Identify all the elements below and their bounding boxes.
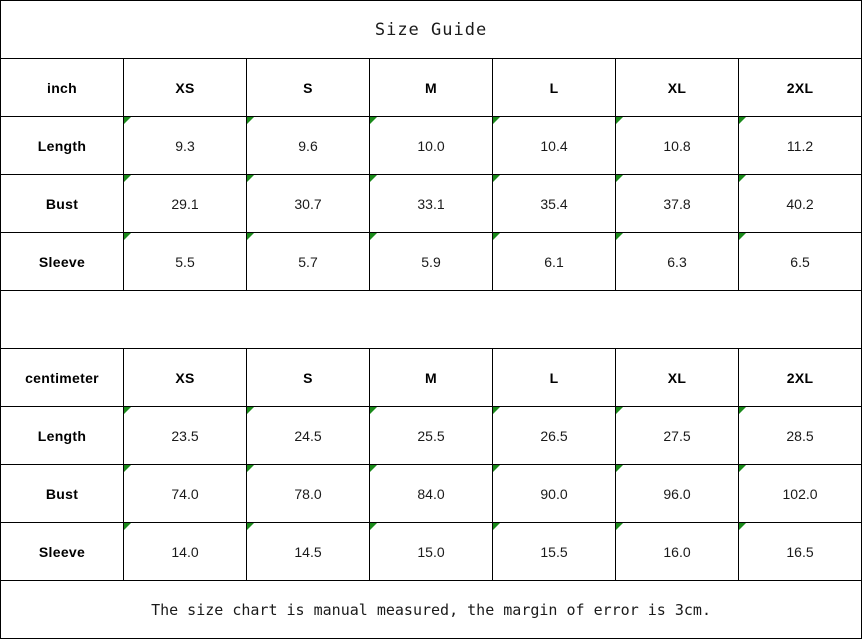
table-row: Bust 29.1 30.7 33.1 35.4 37.8 40.2 <box>0 174 862 233</box>
cm-sleeve-2xl: 16.5 <box>737 522 862 581</box>
cm-length-s: 24.5 <box>246 406 370 465</box>
cm-sleeve-s: 14.5 <box>246 522 370 581</box>
inch-row-label-sleeve: Sleeve <box>0 232 124 291</box>
measurement-disclaimer: The size chart is manual measured, the m… <box>0 580 862 639</box>
inch-header-2xl: 2XL <box>737 58 862 117</box>
inch-bust-xl: 37.8 <box>615 174 739 233</box>
cm-header-xs: XS <box>123 348 247 407</box>
inch-header-l: L <box>492 58 616 117</box>
cm-bust-l: 90.0 <box>492 464 616 523</box>
cm-length-2xl: 28.5 <box>737 406 862 465</box>
table-row: Sleeve 5.5 5.7 5.9 6.1 6.3 6.5 <box>0 232 862 291</box>
inch-length-s: 9.6 <box>246 116 370 175</box>
cm-header-2xl: 2XL <box>737 348 862 407</box>
inch-header-xl: XL <box>615 58 739 117</box>
cm-length-l: 26.5 <box>492 406 616 465</box>
cm-row-label-sleeve: Sleeve <box>0 522 124 581</box>
table-spacer-cell <box>0 290 862 349</box>
cm-length-m: 25.5 <box>369 406 493 465</box>
table-row: Length 9.3 9.6 10.0 10.4 10.8 11.2 <box>0 116 862 175</box>
page-title: Size Guide <box>0 0 862 59</box>
inch-length-m: 10.0 <box>369 116 493 175</box>
inch-sleeve-xs: 5.5 <box>123 232 247 291</box>
inch-sleeve-s: 5.7 <box>246 232 370 291</box>
inch-row-label-length: Length <box>0 116 124 175</box>
centimeter-header-row: centimeter XS S M L XL 2XL <box>0 348 862 407</box>
cm-length-xs: 23.5 <box>123 406 247 465</box>
inch-row-label-bust: Bust <box>0 174 124 233</box>
table-row: Length 23.5 24.5 25.5 26.5 27.5 28.5 <box>0 406 862 465</box>
table-row: Bust 74.0 78.0 84.0 90.0 96.0 102.0 <box>0 464 862 523</box>
inch-bust-s: 30.7 <box>246 174 370 233</box>
cm-bust-xs: 74.0 <box>123 464 247 523</box>
inch-header-m: M <box>369 58 493 117</box>
table-spacer-row <box>0 290 862 349</box>
inch-length-xs: 9.3 <box>123 116 247 175</box>
cm-bust-2xl: 102.0 <box>737 464 862 523</box>
inch-length-xl: 10.8 <box>615 116 739 175</box>
inch-header-xs: XS <box>123 58 247 117</box>
inch-header-s: S <box>246 58 370 117</box>
cm-bust-m: 84.0 <box>369 464 493 523</box>
table-row: Sleeve 14.0 14.5 15.0 15.5 16.0 16.5 <box>0 522 862 581</box>
cm-header-s: S <box>246 348 370 407</box>
cm-sleeve-xs: 14.0 <box>123 522 247 581</box>
cm-length-xl: 27.5 <box>615 406 739 465</box>
inch-sleeve-m: 5.9 <box>369 232 493 291</box>
cm-header-l: L <box>492 348 616 407</box>
inch-bust-l: 35.4 <box>492 174 616 233</box>
inch-sleeve-2xl: 6.5 <box>737 232 862 291</box>
cm-row-label-bust: Bust <box>0 464 124 523</box>
title-row: Size Guide <box>0 0 862 59</box>
inch-header-row: inch XS S M L XL 2XL <box>0 58 862 117</box>
cm-bust-s: 78.0 <box>246 464 370 523</box>
cm-sleeve-xl: 16.0 <box>615 522 739 581</box>
inch-sleeve-xl: 6.3 <box>615 232 739 291</box>
cm-header-m: M <box>369 348 493 407</box>
cm-header-xl: XL <box>615 348 739 407</box>
cm-sleeve-l: 15.5 <box>492 522 616 581</box>
inch-sleeve-l: 6.1 <box>492 232 616 291</box>
inch-length-l: 10.4 <box>492 116 616 175</box>
cm-bust-xl: 96.0 <box>615 464 739 523</box>
inch-unit-header: inch <box>0 58 124 117</box>
inch-bust-m: 33.1 <box>369 174 493 233</box>
footer-row: The size chart is manual measured, the m… <box>0 580 862 639</box>
inch-bust-2xl: 40.2 <box>737 174 862 233</box>
cm-sleeve-m: 15.0 <box>369 522 493 581</box>
cm-row-label-length: Length <box>0 406 124 465</box>
inch-length-2xl: 11.2 <box>737 116 862 175</box>
inch-bust-xs: 29.1 <box>123 174 247 233</box>
centimeter-unit-header: centimeter <box>0 348 124 407</box>
